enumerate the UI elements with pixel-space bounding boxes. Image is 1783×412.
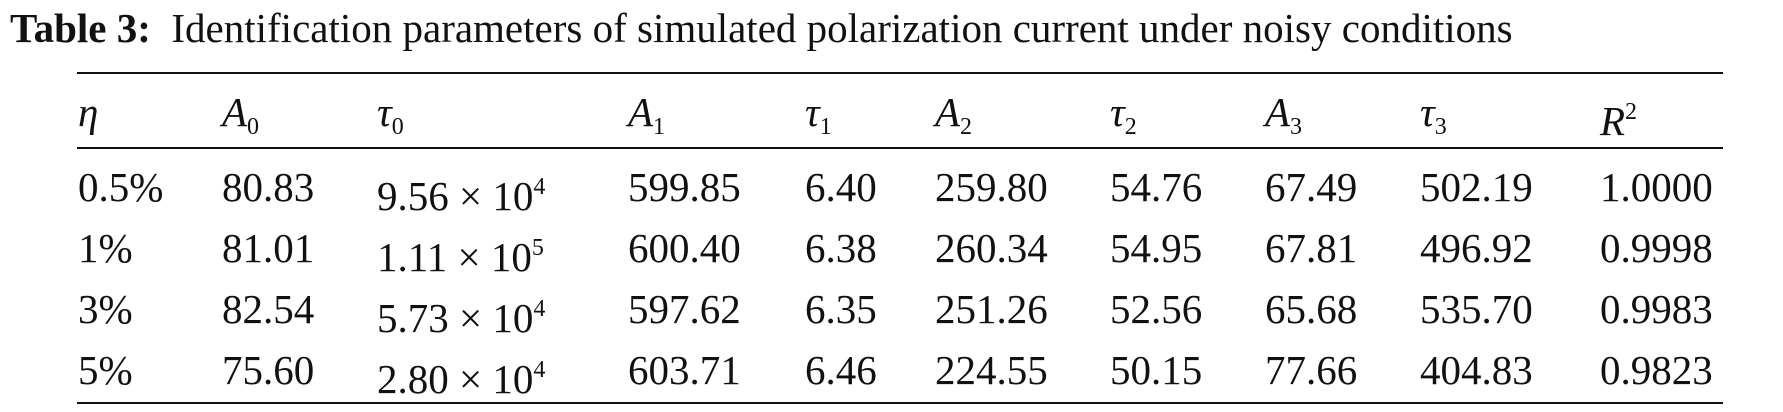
header-tau2: τ2	[1110, 89, 1137, 140]
cell-a0: 75.60	[222, 347, 315, 393]
cell-eta: 1%	[78, 225, 133, 271]
cell-tau3: 496.92	[1420, 225, 1533, 271]
cell-a1: 597.62	[628, 286, 741, 332]
cell-tau1: 6.46	[805, 347, 877, 393]
cell-tau0: 2.80 × 104	[377, 356, 546, 402]
cell-a3: 65.68	[1265, 286, 1358, 332]
cell-tau3: 535.70	[1420, 286, 1533, 332]
header-a3: A3	[1265, 89, 1303, 140]
cell-tau0: 1.11 × 105	[377, 234, 544, 280]
cell-tau0: 9.56 × 104	[377, 173, 546, 219]
cell-tau3: 502.19	[1420, 164, 1533, 210]
bottom-rule	[77, 402, 1723, 404]
header-rule	[77, 147, 1723, 149]
table-caption: Table 3: Identification parameters of si…	[10, 4, 1513, 52]
cell-a2: 251.26	[935, 286, 1048, 332]
cell-a1: 600.40	[628, 225, 741, 271]
header-tau3: τ3	[1420, 89, 1447, 140]
cell-a2: 224.55	[935, 347, 1048, 393]
cell-eta: 3%	[78, 286, 133, 332]
cell-tau1: 6.38	[805, 225, 877, 271]
cell-a3: 67.81	[1265, 225, 1358, 271]
caption-text: Identification parameters of simulated p…	[171, 5, 1513, 51]
cell-tau1: 6.40	[805, 164, 877, 210]
cell-tau2: 50.15	[1110, 347, 1203, 393]
cell-a2: 259.80	[935, 164, 1048, 210]
cell-r2: 0.9998	[1600, 225, 1713, 271]
cell-a3: 67.49	[1265, 164, 1358, 210]
cell-eta: 5%	[78, 347, 133, 393]
cell-tau0: 5.73 × 104	[377, 295, 546, 341]
header-tau0: τ0	[377, 89, 404, 140]
cell-a0: 81.01	[222, 225, 315, 271]
cell-a2: 260.34	[935, 225, 1048, 271]
header-tau1: τ1	[805, 89, 832, 140]
cell-tau2: 54.95	[1110, 225, 1203, 271]
cell-eta: 0.5%	[78, 164, 164, 210]
cell-a3: 77.66	[1265, 347, 1358, 393]
top-rule	[77, 72, 1723, 74]
cell-r2: 0.9983	[1600, 286, 1713, 332]
cell-a0: 80.83	[222, 164, 315, 210]
header-eta: η	[78, 89, 99, 135]
header-a2: A2	[935, 89, 973, 140]
cell-r2: 0.9823	[1600, 347, 1713, 393]
cell-a0: 82.54	[222, 286, 315, 332]
header-a0: A0	[222, 89, 260, 140]
header-a1: A1	[628, 89, 666, 140]
caption-label: Table 3:	[10, 5, 151, 51]
header-r2: R2	[1600, 98, 1638, 144]
cell-a1: 599.85	[628, 164, 741, 210]
cell-tau3: 404.83	[1420, 347, 1533, 393]
cell-a1: 603.71	[628, 347, 741, 393]
cell-r2: 1.0000	[1600, 164, 1713, 210]
cell-tau1: 6.35	[805, 286, 877, 332]
cell-tau2: 54.76	[1110, 164, 1203, 210]
cell-tau2: 52.56	[1110, 286, 1203, 332]
